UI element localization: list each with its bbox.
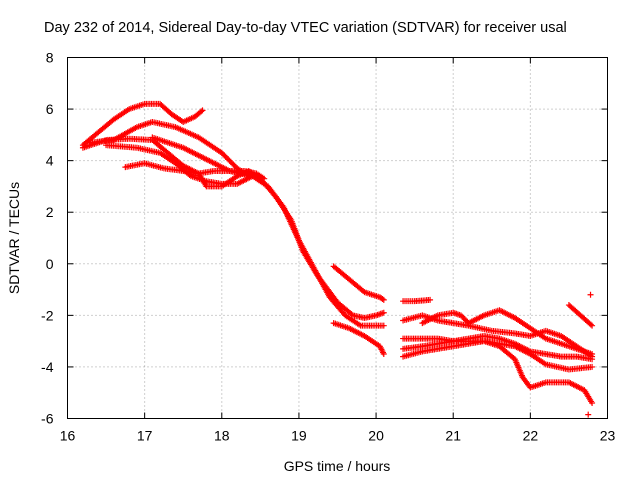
data-point-track-1 — [198, 108, 205, 115]
data-point-track-11 — [589, 363, 596, 370]
y-tick-label: -6 — [41, 411, 54, 427]
data-point-track-8 — [380, 351, 387, 358]
y-tick-label: 0 — [46, 256, 54, 272]
data-point-track-14 — [589, 351, 596, 358]
x-axis-label: GPS time / hours — [284, 458, 391, 474]
y-tick-label: 6 — [46, 101, 54, 117]
data-point-track-13 — [589, 356, 596, 363]
x-tick-label: 16 — [60, 428, 76, 444]
data-point-track-12 — [589, 400, 596, 407]
y-axis: -6 -4 -2 0 2 4 6 8 — [41, 50, 608, 427]
x-tick-label: 20 — [368, 428, 384, 444]
data-point-track-4 — [380, 322, 387, 329]
data-point-track-6 — [249, 173, 256, 180]
y-tick-label: -2 — [41, 307, 54, 323]
grid — [67, 57, 608, 419]
data-point-track-5 — [261, 175, 268, 182]
data-point-track-1 — [199, 107, 206, 114]
x-axis: 16 17 18 19 20 21 22 23 — [60, 57, 616, 444]
y-tick-label: 8 — [46, 50, 54, 66]
x-tick-label: 19 — [291, 428, 307, 444]
data-point-track-3 — [380, 309, 387, 316]
y-tick-label: 2 — [46, 204, 54, 220]
data-point-track-7 — [380, 296, 387, 303]
x-tick-label: 17 — [137, 428, 153, 444]
data-point-outliers — [587, 291, 594, 298]
data-marks — [79, 100, 596, 418]
chart-title: Day 232 of 2014, Sidereal Day-to-day VTE… — [44, 20, 567, 36]
plot-frame — [67, 57, 608, 419]
y-tick-label: -4 — [41, 359, 54, 375]
data-point-track-9 — [427, 296, 434, 303]
x-tick-label: 21 — [445, 428, 461, 444]
data-point-track-15 — [587, 321, 594, 328]
y-tick-label: 4 — [46, 153, 54, 169]
data-point-outliers — [585, 411, 592, 418]
x-tick-label: 22 — [523, 428, 539, 444]
x-tick-label: 23 — [600, 428, 616, 444]
data-point-track-7 — [379, 296, 386, 303]
y-axis-label: SDTVAR / TECUs — [6, 182, 22, 294]
x-tick-label: 18 — [214, 428, 230, 444]
data-point-track-15 — [589, 322, 596, 329]
